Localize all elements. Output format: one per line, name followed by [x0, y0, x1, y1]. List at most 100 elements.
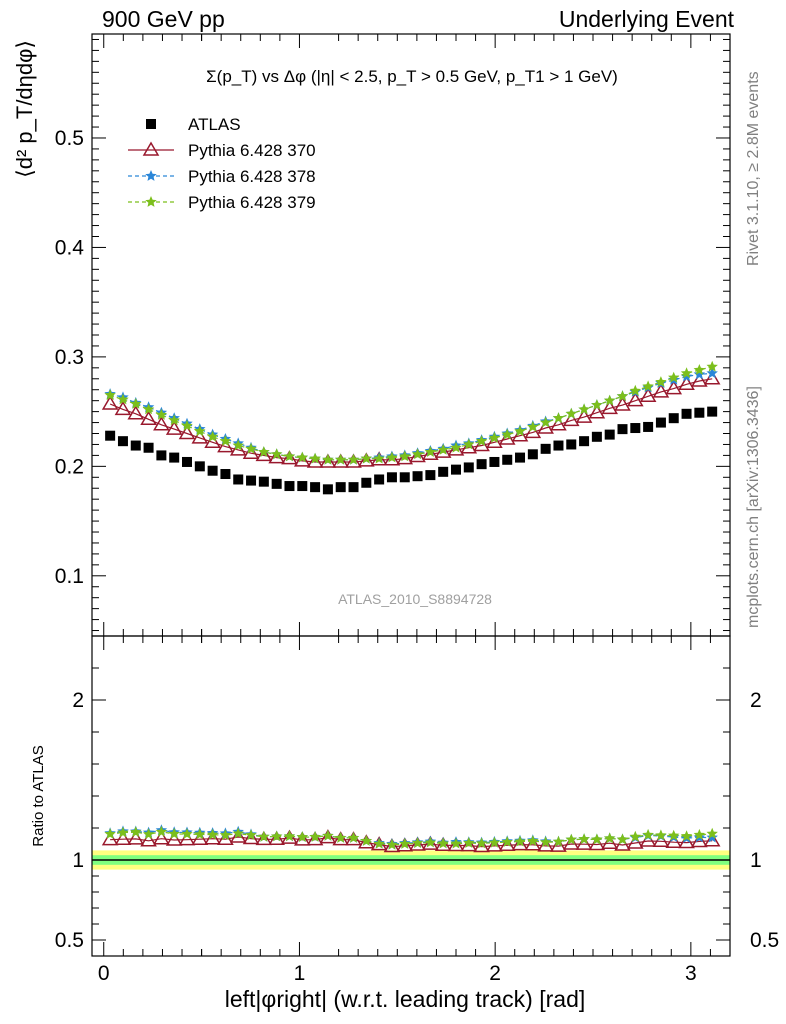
ratio-series-pythia-6-428-370 — [101, 828, 721, 853]
legend-marker — [142, 141, 160, 156]
main-data-point — [117, 393, 129, 405]
main-data-point — [524, 423, 542, 439]
main-data-point — [105, 430, 116, 441]
legend-marker — [146, 119, 156, 129]
main-data-point — [604, 394, 616, 406]
main-data-point — [438, 466, 449, 477]
main-data-point — [101, 395, 119, 410]
ratio-ytick-label: 2 — [72, 689, 84, 712]
main-series-line — [109, 372, 713, 461]
main-data-point — [434, 443, 452, 458]
main-data-point — [283, 450, 296, 462]
main-series-pythia-6-428-379 — [104, 360, 718, 465]
main-data-point — [463, 462, 474, 473]
main-data-point — [335, 453, 347, 465]
ratio-data-point — [360, 835, 372, 846]
analysis-watermark: ATLAS_2010_S8894728 — [338, 591, 492, 607]
main-data-point — [565, 407, 577, 419]
main-data-point — [488, 431, 501, 443]
main-data-point — [399, 450, 411, 462]
ratio-ytick-label: 1 — [72, 849, 84, 872]
ratio-data-point — [386, 838, 398, 850]
main-ytick-label: 0.3 — [55, 346, 84, 369]
ratio-data-point — [130, 826, 142, 837]
main-data-point — [104, 389, 116, 401]
chart-annotations: Σ(p_T) vs Δφ (|η| < 2.5, p_T > 0.5 GeV, … — [12, 40, 618, 1012]
main-data-point — [652, 383, 670, 398]
ratio-data-point — [411, 837, 424, 849]
ratio-data-point — [140, 832, 157, 847]
main-data-point — [501, 428, 513, 440]
main-data-point — [373, 452, 385, 464]
main-data-point — [450, 441, 462, 453]
main-data-point — [117, 436, 128, 447]
main-data-point — [178, 425, 196, 440]
ratio-data-point — [706, 827, 718, 839]
main-data-point — [630, 423, 641, 434]
main-data-point — [668, 371, 680, 383]
main-data-point — [629, 384, 641, 396]
main-data-point — [335, 482, 346, 493]
main-data-point — [552, 412, 565, 423]
main-data-point — [168, 414, 180, 426]
main-data-point — [293, 452, 311, 467]
ratio-data-point — [652, 832, 670, 848]
ratio-data-point — [591, 833, 603, 845]
main-data-point — [229, 441, 247, 456]
legend-label: Pythia 6.428 378 — [188, 167, 316, 186]
main-data-point — [309, 452, 321, 464]
main-data-point — [460, 439, 478, 454]
main-data-point — [411, 448, 424, 460]
ratio-data-point — [565, 833, 577, 845]
main-data-point — [707, 406, 718, 417]
ratio-data-point — [258, 830, 270, 842]
ratio-data-point — [104, 828, 116, 839]
main-series-pythia-6-428-378 — [104, 367, 718, 465]
ratio-data-point — [562, 835, 580, 850]
main-data-point — [498, 430, 516, 445]
main-data-point — [539, 416, 552, 428]
ratio-data-point — [706, 831, 718, 843]
ratio-data-point — [168, 827, 180, 839]
main-data-point — [514, 425, 526, 437]
main-data-point — [655, 417, 666, 428]
main-data-point — [616, 390, 629, 402]
ratio-xtick-label: 2 — [489, 962, 501, 985]
ratio-data-point — [117, 826, 129, 838]
main-data-point — [322, 453, 334, 465]
main-data-point — [219, 435, 232, 446]
ratio-data-point — [204, 830, 221, 845]
main-data-point — [345, 453, 362, 468]
ratio-ytick-label-right: 0.5 — [750, 929, 779, 952]
main-data-point — [604, 429, 615, 440]
main-data-point — [242, 444, 260, 459]
legend-marker — [145, 196, 157, 207]
main-data-point — [358, 452, 375, 467]
ratio-data-point — [232, 827, 244, 839]
plot-header-left: 900 GeV pp — [102, 6, 225, 32]
ratio-data-point — [642, 828, 654, 840]
main-data-point — [181, 456, 192, 467]
main-data-point — [207, 465, 218, 476]
main-ytick-label: 0.1 — [55, 565, 84, 588]
main-data-point — [425, 470, 436, 481]
main-data-point — [422, 445, 439, 461]
ratio-data-point — [447, 836, 465, 852]
main-data-point — [627, 392, 644, 407]
main-data-point — [220, 469, 231, 480]
ratio-data-point — [155, 825, 168, 837]
main-data-point — [412, 471, 423, 482]
main-data-point — [322, 484, 333, 495]
main-data-point — [165, 420, 183, 435]
main-data-point — [271, 448, 283, 460]
ratio-ytick-label: 0.5 — [55, 929, 84, 952]
ratio-plot-panel: 0 1 2 3 0.5 0.5 1 1 2 2 — [55, 635, 779, 985]
ratio-data-point — [539, 836, 552, 848]
ratio-data-point — [527, 835, 539, 846]
ratio-series-pythia-6-428-379 — [104, 825, 718, 850]
main-ytick-label: 0.2 — [55, 455, 84, 478]
ratio-data-point — [665, 833, 683, 848]
main-data-point — [374, 474, 385, 485]
ratio-series-line — [110, 836, 713, 848]
